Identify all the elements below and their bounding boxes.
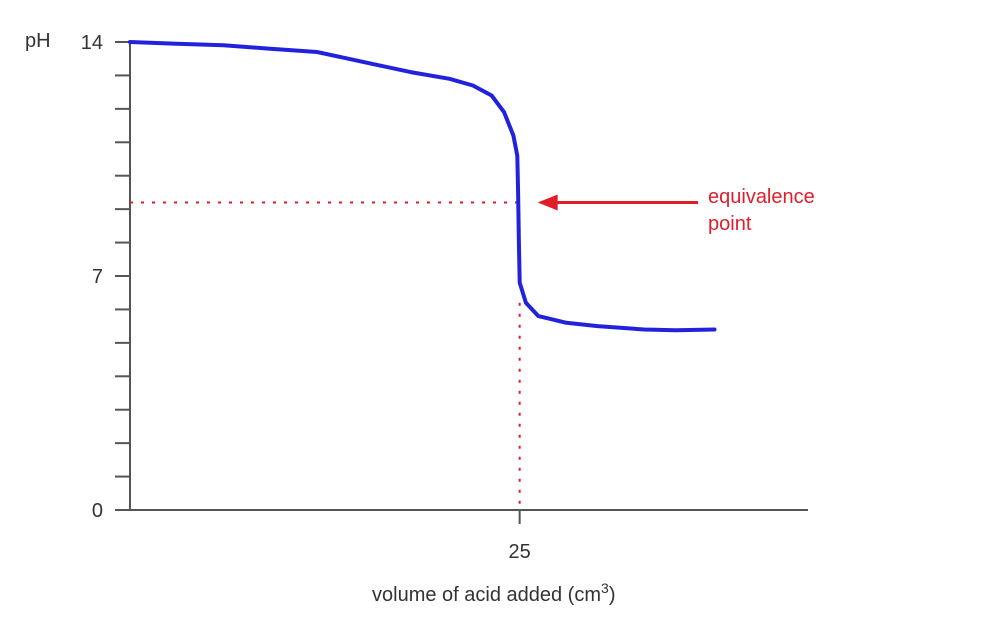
axes: 0 7 14 25 [81, 32, 808, 563]
x-axis-label: volume of acid added (cm3) [372, 580, 615, 606]
x-axis-label-main: volume of acid added (cm [372, 584, 601, 606]
x-axis-label-superscript: 3 [601, 580, 609, 596]
series-layer [128, 40, 717, 333]
x-tick-label: 25 [509, 541, 531, 563]
y-axis-label: pH [25, 30, 51, 52]
y-tick-label: 14 [81, 32, 103, 54]
annotation-arrow-head [537, 194, 558, 211]
annotation-label-line2: point [708, 213, 752, 235]
y-tick-label: 7 [92, 266, 103, 288]
y-tick-label: 0 [92, 500, 103, 522]
x-axis-label-close: ) [609, 584, 616, 606]
annotation-layer [537, 194, 698, 211]
annotation-label-line1: equivalence [708, 186, 815, 208]
ph-curve-line [128, 40, 717, 333]
equivalence-guide-lines [130, 201, 521, 510]
